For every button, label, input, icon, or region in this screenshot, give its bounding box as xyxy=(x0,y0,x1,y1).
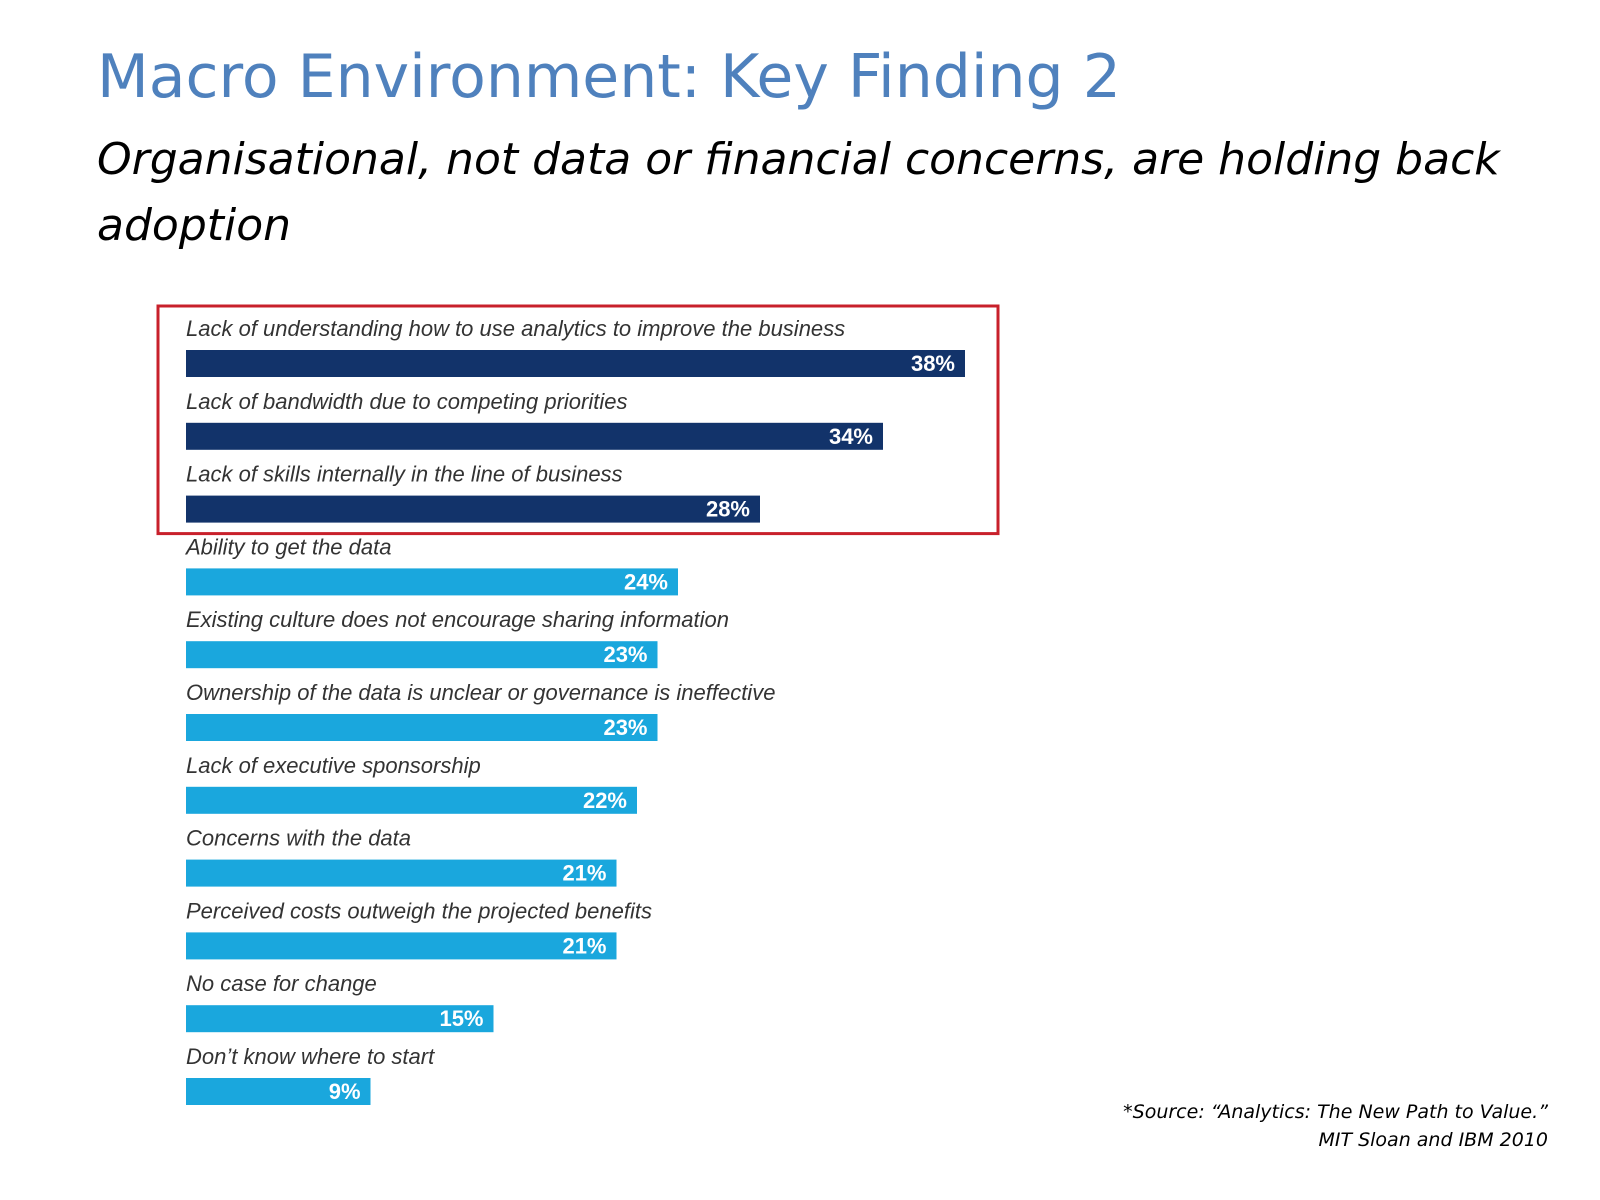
category-label: No case for change xyxy=(186,971,377,996)
data-label: 23% xyxy=(603,715,647,740)
category-label: Perceived costs outweigh the projected b… xyxy=(186,898,652,923)
bar xyxy=(186,1005,494,1033)
slide-title: Macro Environment: Key Finding 2 xyxy=(97,42,1121,112)
category-label: Existing culture does not encourage shar… xyxy=(186,607,729,632)
slide-subtitle: Organisational, not data or financial co… xyxy=(97,134,1500,251)
data-label: 28% xyxy=(706,497,750,522)
source-citation: *Source: “Analytics: The New Path to Val… xyxy=(1123,1098,1548,1154)
source-line-1: *Source: “Analytics: The New Path to Val… xyxy=(1123,1101,1548,1123)
data-label: 9% xyxy=(329,1079,361,1104)
bar xyxy=(186,714,658,741)
category-label: Lack of understanding how to use analyti… xyxy=(186,316,845,341)
source-line-2: MIT Sloan and IBM 2010 xyxy=(1318,1129,1548,1151)
data-label: 34% xyxy=(829,424,873,449)
data-label: 23% xyxy=(603,642,647,667)
category-label: Ability to get the data xyxy=(184,534,391,559)
highlight-box xyxy=(156,304,1000,536)
category-label: Ownership of the data is unclear or gove… xyxy=(186,680,775,705)
data-label: 15% xyxy=(439,1006,483,1031)
bar xyxy=(186,495,760,523)
bar xyxy=(186,350,965,377)
data-label: 38% xyxy=(911,351,955,376)
bar xyxy=(186,932,617,960)
bar xyxy=(186,641,658,669)
bar xyxy=(186,1078,371,1105)
category-label: Concerns with the data xyxy=(186,826,411,851)
data-label: 24% xyxy=(624,569,668,594)
bar xyxy=(186,786,637,814)
data-label: 21% xyxy=(562,933,606,958)
category-label: Lack of executive sponsorship xyxy=(186,753,481,778)
category-label: Lack of bandwidth due to competing prior… xyxy=(186,389,627,414)
data-label: 21% xyxy=(562,861,606,886)
bar xyxy=(186,859,617,887)
bar xyxy=(186,422,883,450)
data-label: 22% xyxy=(583,788,627,813)
category-label: Don’t know where to start xyxy=(186,1044,435,1069)
category-label: Lack of skills internally in the line of… xyxy=(186,462,623,487)
bar xyxy=(186,568,678,596)
